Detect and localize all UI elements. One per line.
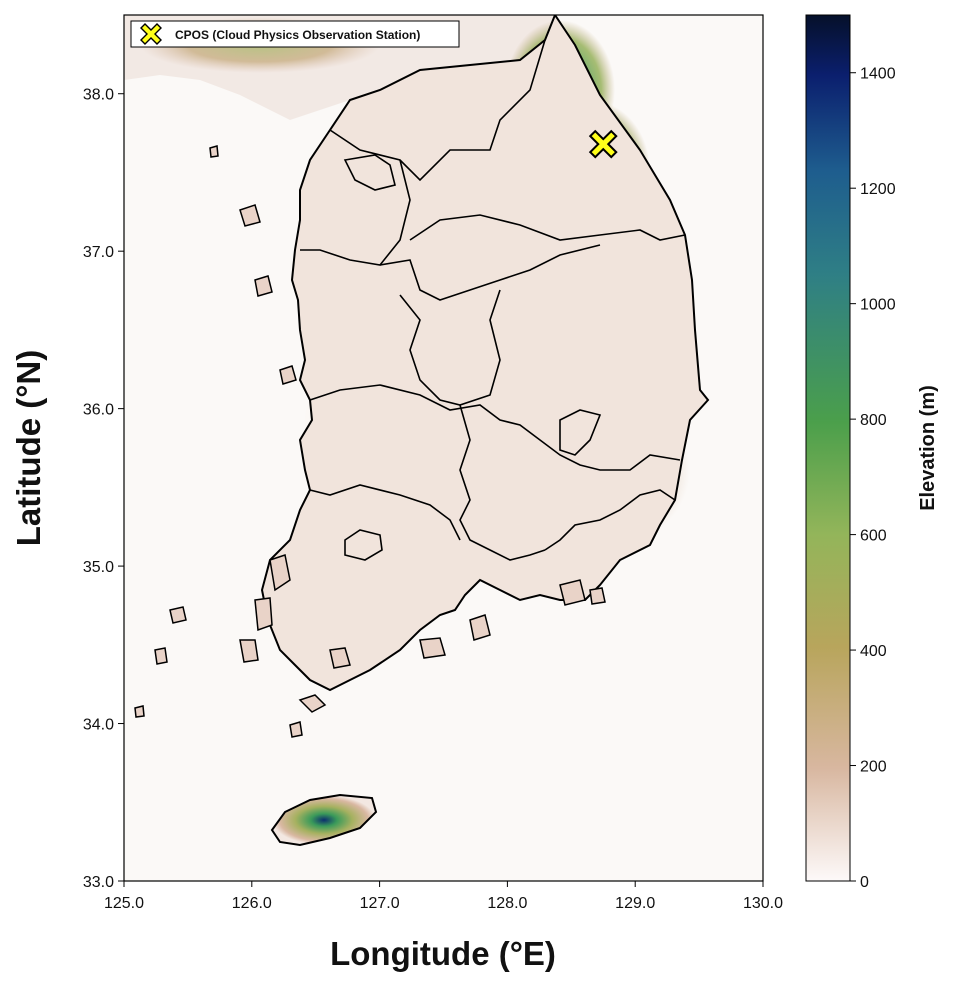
map-frame [123,14,764,882]
map-legend: CPOS (Cloud Physics Observation Station) [130,20,460,48]
legend-box [130,20,460,48]
colorbar-tick-label: 400 [860,643,887,660]
map-plot-area [124,15,763,881]
jeju-island [270,793,378,847]
x-marker-icon [140,23,162,45]
x-marker-icon [588,129,618,159]
y-tick-label: 34.0 [83,717,114,734]
colorbar-tick-label: 0 [860,874,869,891]
colorbar-tick-label: 1200 [860,181,896,198]
province-boundaries [300,39,686,561]
cpos-station-marker [588,129,618,159]
x-tick-label: 126.0 [232,895,272,912]
x-tick-label: 128.0 [487,895,527,912]
x-axis-ticks: 125.0 126.0 127.0 128.0 129.0 130.0 [104,881,783,912]
x-tick-label: 130.0 [743,895,783,912]
elevation-colorbar: 0 200 400 600 800 1000 1200 1400 Elevation (m) [805,14,939,891]
colorbar-title: Elevation (m) [917,385,939,511]
colorbar-tick-label: 1400 [860,66,896,83]
colorbar-tick-label: 800 [860,412,887,429]
y-tick-label: 37.0 [83,244,114,261]
colorbar-ticks: 0 200 400 600 800 1000 1200 1400 [850,66,896,891]
y-axis-ticks: 33.0 34.0 35.0 36.0 37.0 38.0 [83,87,124,891]
y-tick-label: 33.0 [83,874,114,891]
x-axis-title: Longitude (°E) [330,935,556,972]
y-tick-label: 36.0 [83,402,114,419]
x-tick-label: 125.0 [104,895,144,912]
legend-label: CPOS (Cloud Physics Observation Station) [175,28,420,42]
colorbar-gradient [805,14,851,882]
x-tick-label: 127.0 [360,895,400,912]
coastal-islands [134,145,606,738]
colorbar-tick-label: 600 [860,528,887,545]
x-tick-label: 129.0 [615,895,655,912]
colorbar-tick-label: 200 [860,759,887,776]
y-tick-label: 38.0 [83,87,114,104]
colorbar-tick-label: 1000 [860,297,896,314]
y-axis-title: Latitude (°N) [10,350,47,547]
y-tick-label: 35.0 [83,559,114,576]
